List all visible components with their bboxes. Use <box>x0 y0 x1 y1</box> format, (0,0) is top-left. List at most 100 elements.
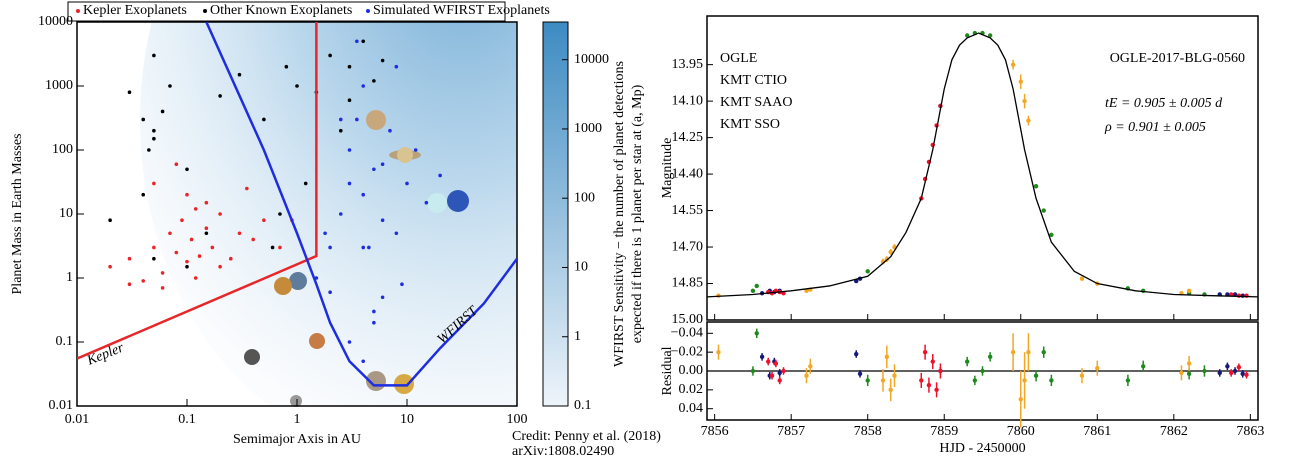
boundary-curve <box>77 22 318 360</box>
planet-point <box>185 259 189 264</box>
x-tick-label: 7856 <box>701 424 729 439</box>
planet-point <box>284 64 289 69</box>
x-tick-label: 7862 <box>1160 424 1188 439</box>
residual-point <box>777 370 782 376</box>
planet-point <box>262 117 266 122</box>
planet-point <box>193 207 198 211</box>
residual-point <box>1018 397 1023 402</box>
legend-label: Simulated WFIRST Exoplanets <box>373 3 550 18</box>
residual-point <box>934 387 939 393</box>
x-tick-label: 0.01 <box>65 412 90 427</box>
data-point <box>750 288 756 294</box>
data-point <box>888 249 893 255</box>
planet-point <box>355 39 359 44</box>
colorbar-tick-label: 100 <box>574 190 595 205</box>
planet-point <box>438 173 442 178</box>
data-point <box>1022 98 1027 104</box>
planet-point <box>152 128 156 133</box>
colorbar-tick-label: 1000 <box>574 121 602 136</box>
planet-point <box>303 181 308 186</box>
y-tick-label: 0.1 <box>56 334 74 349</box>
residual-point <box>759 354 765 360</box>
planet-point <box>152 256 156 261</box>
residual-point <box>1229 370 1234 376</box>
y-tick-label: 1000 <box>45 78 73 93</box>
residual-point <box>773 361 779 366</box>
residual-point <box>1141 364 1146 369</box>
y-tick-label: 15.00 <box>672 312 704 327</box>
planet-point <box>323 231 327 236</box>
planet-point <box>237 72 242 77</box>
planet-point <box>152 181 156 186</box>
credit: arXiv:1808.02490 <box>512 444 614 458</box>
data-point <box>1026 118 1031 123</box>
x-tick-label: 7863 <box>1236 424 1264 439</box>
planet-point <box>185 192 189 197</box>
residual-point <box>865 378 870 383</box>
residual-point <box>972 378 978 383</box>
data-point <box>1033 184 1039 189</box>
data-point <box>1232 292 1238 297</box>
residual-point <box>1026 349 1031 355</box>
residual-point <box>769 373 775 378</box>
planet-point <box>295 84 299 88</box>
residual-point <box>1236 365 1242 370</box>
planet-point <box>328 290 332 294</box>
planet-point <box>262 218 266 223</box>
planet-point <box>237 231 242 236</box>
y-tick-label: 14.70 <box>672 239 704 254</box>
planet-point <box>355 117 359 122</box>
planet-point <box>127 90 132 95</box>
residual-point <box>1217 370 1222 376</box>
planet-point <box>347 148 352 152</box>
planet-point <box>174 250 179 255</box>
residual-point <box>1049 378 1054 383</box>
planet-point <box>380 295 385 300</box>
planet-point <box>185 264 189 269</box>
residual-point <box>754 331 759 336</box>
fit-annotation: ρ = 0.901 ± 0.005 <box>1104 120 1206 135</box>
planet-point <box>108 264 112 269</box>
data-point <box>987 33 993 38</box>
residual-point <box>857 371 863 377</box>
data-point <box>1236 293 1242 298</box>
planet-point <box>141 279 146 283</box>
residual-point <box>1033 373 1039 378</box>
data-point <box>1018 79 1023 84</box>
planet-point <box>174 162 179 166</box>
y-tick-label: 13.95 <box>672 57 704 72</box>
y-tick-label: 14.25 <box>672 130 704 145</box>
planet-point <box>338 117 343 122</box>
planet-point <box>245 186 249 191</box>
credit: Credit: Penny et al. (2018) <box>512 429 661 444</box>
residual-point <box>964 359 970 364</box>
y-tick-label: 14.40 <box>672 166 704 181</box>
planet-point <box>367 245 371 250</box>
residual-point <box>1225 364 1230 369</box>
residual-point <box>926 382 932 388</box>
data-point <box>1186 288 1192 294</box>
data-point <box>804 288 809 294</box>
y-axis-label: Magnitude <box>660 138 675 199</box>
data-point <box>865 269 870 274</box>
colorbar-label: expected if there is 1 planet per star a… <box>630 84 645 343</box>
planet-point <box>400 282 404 287</box>
planet-point <box>394 231 399 236</box>
planet-point <box>168 231 172 236</box>
residual-point <box>1179 370 1184 376</box>
residual-point <box>938 368 943 374</box>
colorbar-tick-label: 0.1 <box>574 398 592 413</box>
legend-label: KMT CTIO <box>720 73 787 88</box>
planet-point <box>405 181 409 186</box>
colorbar-tick-label: 10000 <box>574 52 609 67</box>
boundary-curve <box>205 22 517 387</box>
planet-point <box>204 200 209 205</box>
planet-point <box>372 167 376 172</box>
residual-point <box>980 368 985 374</box>
residual-point <box>930 359 935 364</box>
planet-point <box>380 58 385 63</box>
planet-point <box>141 192 146 197</box>
planet-point <box>141 117 146 122</box>
